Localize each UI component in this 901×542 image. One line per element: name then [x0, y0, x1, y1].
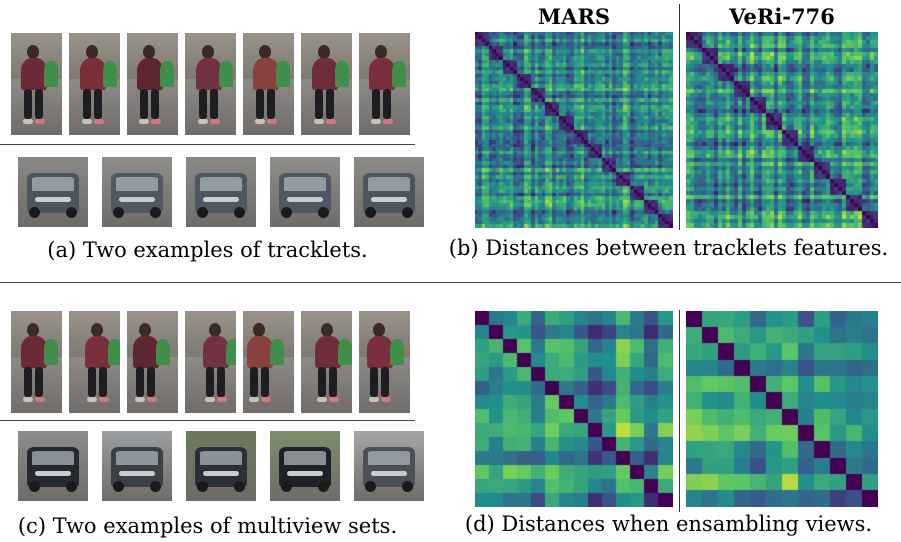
- multiview-person-strip: [11, 311, 410, 413]
- car-thumbnail: [354, 157, 424, 227]
- panel-d-separator: [679, 310, 680, 512]
- panel-a-divider: [0, 144, 415, 145]
- person-thumbnail: [127, 311, 178, 413]
- heatmap-veri-tracklets: [686, 32, 878, 228]
- person-thumbnail: [243, 33, 294, 135]
- car-thumbnail: [102, 157, 172, 227]
- figure-row-separator: [0, 282, 901, 283]
- panel-a-caption: (a) Two examples of tracklets.: [47, 238, 368, 262]
- heatmap-veri-ensemble: [686, 311, 878, 507]
- multiview-car-strip: [18, 431, 424, 501]
- person-thumbnail: [185, 33, 236, 135]
- person-thumbnail: [301, 311, 352, 413]
- car-thumbnail: [270, 157, 340, 227]
- panel-c-divider: [0, 420, 415, 421]
- car-thumbnail: [186, 157, 256, 227]
- heatmap-mars-ensemble: [475, 311, 673, 507]
- tracklet-person-strip: [11, 33, 410, 135]
- car-thumbnail: [18, 431, 88, 501]
- person-thumbnail: [11, 311, 62, 413]
- person-thumbnail: [243, 311, 294, 413]
- car-thumbnail: [102, 431, 172, 501]
- car-thumbnail: [270, 431, 340, 501]
- person-thumbnail: [359, 311, 410, 413]
- tracklet-car-strip: [18, 157, 424, 227]
- mars-title: MARS: [537, 4, 611, 29]
- veri-title: VeRi-776: [729, 4, 835, 29]
- heatmap-mars-tracklets: [475, 32, 673, 228]
- panel-b-separator: [679, 4, 680, 230]
- person-thumbnail: [185, 311, 236, 413]
- car-thumbnail: [18, 157, 88, 227]
- person-thumbnail: [127, 33, 178, 135]
- person-thumbnail: [11, 33, 62, 135]
- panel-b-caption: (b) Distances between tracklets features…: [448, 236, 889, 260]
- car-thumbnail: [354, 431, 424, 501]
- person-thumbnail: [359, 33, 410, 135]
- panel-c-caption: (c) Two examples of multiview sets.: [17, 514, 398, 538]
- panel-d-caption: (d) Distances when ensambling views.: [464, 512, 873, 536]
- person-thumbnail: [69, 33, 120, 135]
- person-thumbnail: [301, 33, 352, 135]
- car-thumbnail: [186, 431, 256, 501]
- person-thumbnail: [69, 311, 120, 413]
